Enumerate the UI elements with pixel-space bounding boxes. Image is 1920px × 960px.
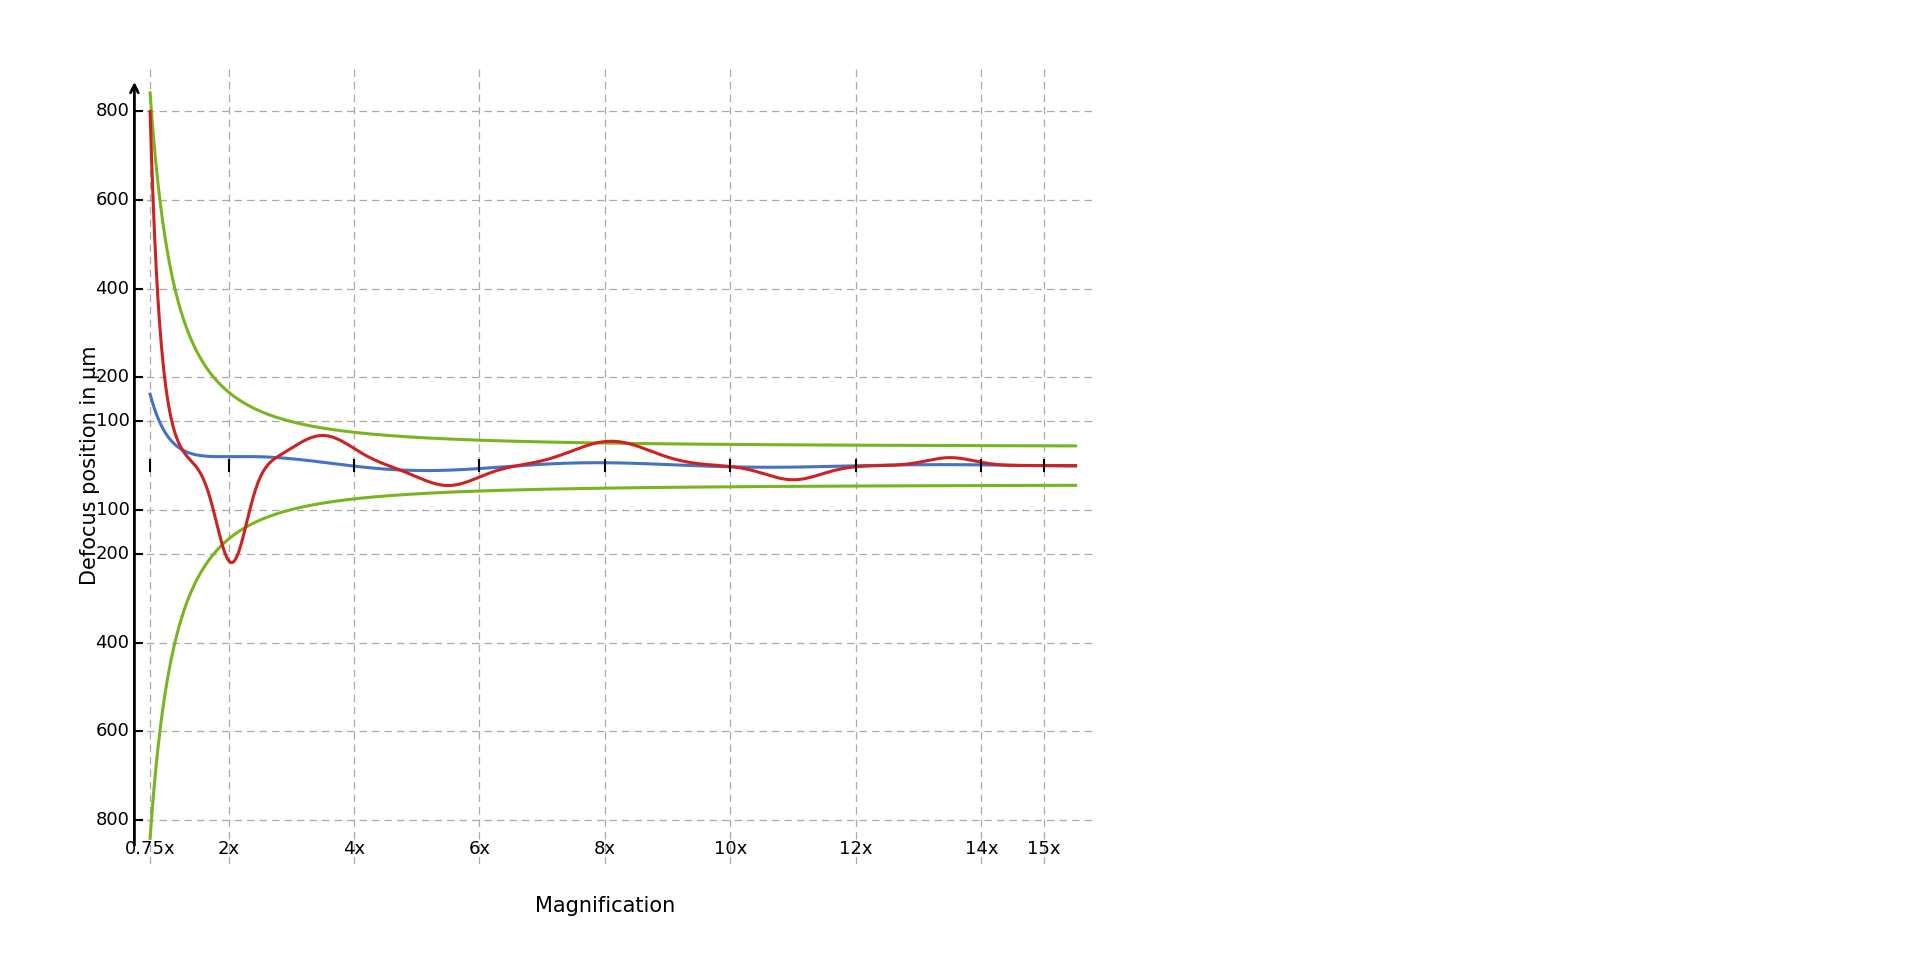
Text: 600: 600 bbox=[96, 722, 129, 740]
Text: 8x: 8x bbox=[593, 840, 616, 858]
Text: 800: 800 bbox=[96, 103, 129, 120]
Text: 400: 400 bbox=[96, 634, 129, 652]
Text: 200: 200 bbox=[96, 368, 129, 386]
Text: 12x: 12x bbox=[839, 840, 874, 858]
Text: 800: 800 bbox=[96, 811, 129, 828]
Text: Defocus position in μm: Defocus position in μm bbox=[81, 346, 100, 586]
Text: 100: 100 bbox=[96, 413, 129, 430]
Text: 0.75x: 0.75x bbox=[125, 840, 175, 858]
Text: 15x: 15x bbox=[1027, 840, 1062, 858]
Text: Magnification: Magnification bbox=[536, 896, 676, 916]
Text: 200: 200 bbox=[96, 545, 129, 564]
Text: 6x: 6x bbox=[468, 840, 490, 858]
Text: 600: 600 bbox=[96, 191, 129, 209]
Text: 2x: 2x bbox=[217, 840, 240, 858]
Text: 400: 400 bbox=[96, 279, 129, 298]
Text: 4x: 4x bbox=[344, 840, 365, 858]
Text: 100: 100 bbox=[96, 501, 129, 518]
Text: 10x: 10x bbox=[714, 840, 747, 858]
Text: 14x: 14x bbox=[964, 840, 998, 858]
